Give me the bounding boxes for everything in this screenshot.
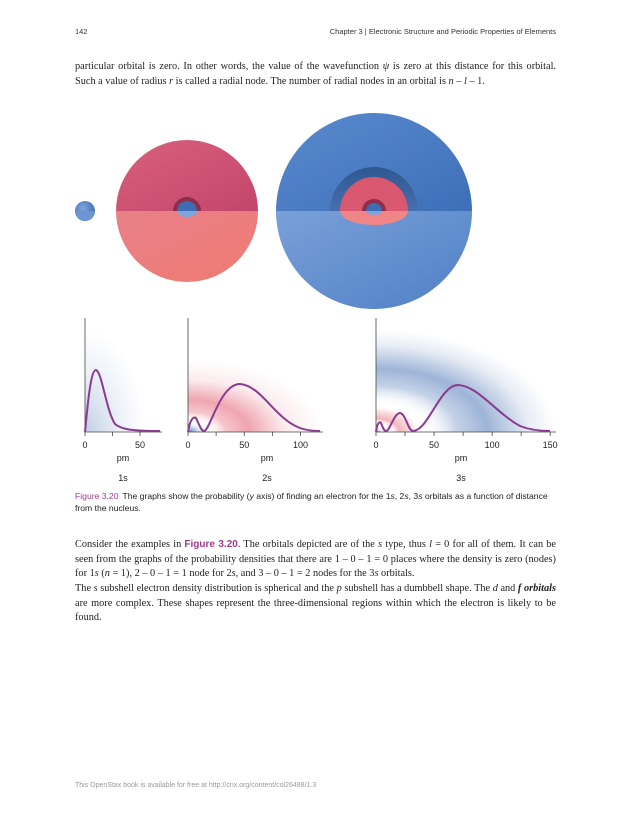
plot-3s-label: 3s [456,473,466,483]
figure-caption: Figure 3.20 The graphs show the probabili… [75,491,548,514]
halo-2s [188,360,323,432]
curve-1s [84,368,161,433]
figure-3-20-link[interactable]: Figure 3.20 [184,539,238,550]
halo-3s [376,330,556,432]
paragraph-node-examples: Consider the examples in Figure 3.20. Th… [75,539,556,580]
plot-1s-tick-label: 50 [135,440,145,450]
plot-3s-tick-label: 150 [543,440,558,450]
plot-3s-tick-label: 0 [373,440,378,450]
plot-1s-label: 1s [118,473,128,483]
plot-3s-axes [375,318,556,433]
paragraph-radial-node: particular orbital is zero. In other wor… [75,61,557,87]
plot-1s-unit: pm [117,453,130,463]
running-head: Chapter 3 | Electronic Structure and Per… [329,27,556,36]
plot-1s-tick-label: 0 [82,440,87,450]
plot-1s-axes [84,318,162,433]
plot-3s-unit: pm [455,453,468,463]
orbital-2s-sphere [116,140,258,282]
orbital-3s-sphere [276,113,472,309]
paragraph-subshell-shapes: The s subshell electron density distribu… [75,583,556,624]
axis-tick-labels: 0 50 0 50 100 0 50 100 150 [82,440,557,450]
curve-2s [187,382,321,433]
plot-2s-tick-label: 50 [239,440,249,450]
orbital-1s-sphere [75,201,95,221]
figure-caption-label: Figure 3.20 [75,491,119,501]
plot-3s-tick-label: 100 [485,440,500,450]
axis-ticks [84,432,551,436]
halo-1s [85,330,145,432]
plot-2s-label: 2s [262,473,272,483]
plot-2s-tick-label: 100 [293,440,308,450]
figure-3-20: 0 50 0 50 100 0 50 100 150 pm pm pm 1s 2s 3s [75,113,558,483]
plot-2s-tick-label: 0 [185,440,190,450]
page-footer: This OpenStax book is available for free… [75,782,317,789]
plot-3s-tick-label: 50 [429,440,439,450]
plot-2s-unit: pm [261,453,274,463]
curve-3s [375,383,551,433]
page-number: 142 [75,27,88,36]
